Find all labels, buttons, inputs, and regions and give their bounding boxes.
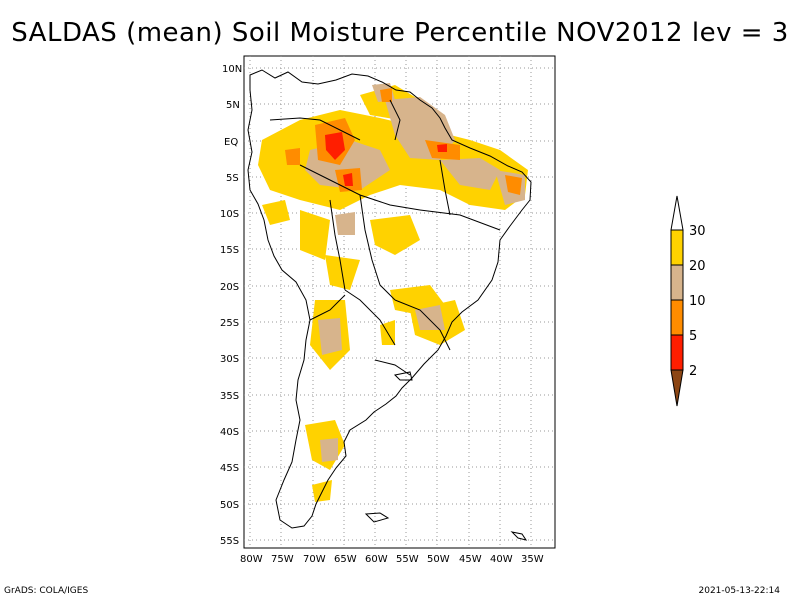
y-tick-label: 10S	[220, 209, 239, 220]
color-legend: 30 20 10 5 2	[670, 195, 706, 407]
x-tick-label: 45W	[459, 554, 482, 565]
y-tick-label: 45S	[220, 463, 239, 474]
y-tick-label: 30S	[220, 354, 239, 365]
x-tick-label: 65W	[334, 554, 357, 565]
footer-timestamp: 2021-05-13-22:14	[698, 586, 781, 596]
x-tick-label: 50W	[427, 554, 450, 565]
x-tick-label: 60W	[365, 554, 388, 565]
footer-credit: GrADS: COLA/IGES	[4, 586, 89, 596]
coastline	[247, 69, 532, 541]
legend-label: 10	[689, 294, 706, 309]
legend-swatch-20-30	[670, 229, 684, 266]
legend-arrow-bottom	[670, 369, 684, 407]
x-tick-label: 55W	[396, 554, 419, 565]
y-tick-label: 40S	[220, 427, 239, 438]
x-tick-label: 70W	[303, 554, 326, 565]
legend-label: 2	[689, 364, 697, 379]
x-tick-label: 80W	[240, 554, 263, 565]
legend-label: 20	[689, 259, 706, 274]
x-tick-label: 35W	[521, 554, 544, 565]
y-tick-label: 20S	[220, 282, 239, 293]
x-tick-label: 40W	[490, 554, 513, 565]
legend-label: 30	[689, 224, 706, 239]
y-tick-label: 55S	[220, 536, 239, 547]
legend-swatch-2-5	[670, 334, 684, 371]
x-axis: 80W 75W 70W 65W 60W 55W 50W 45W 40W 35W	[240, 554, 544, 565]
y-tick-label: EQ	[224, 137, 238, 148]
y-tick-label: 35S	[220, 391, 239, 402]
legend-label: 5	[689, 329, 697, 344]
y-tick-label: 10N	[222, 64, 242, 75]
y-tick-label: 25S	[220, 318, 239, 329]
y-axis: 10N 5N EQ 5S 10S 15S 20S 25S 30S 35S 40S…	[220, 64, 242, 547]
x-tick-label: 75W	[271, 554, 294, 565]
y-tick-label: 5S	[226, 173, 239, 184]
map-title: SALDAS (mean) Soil Moisture Percentile N…	[11, 18, 789, 48]
legend-swatch-10-20	[670, 264, 684, 301]
y-tick-label: 15S	[220, 245, 239, 256]
y-tick-label: 5N	[226, 100, 240, 111]
legend-arrow-top	[670, 195, 684, 231]
legend-swatch-5-10	[670, 299, 684, 336]
y-tick-label: 50S	[220, 500, 239, 511]
